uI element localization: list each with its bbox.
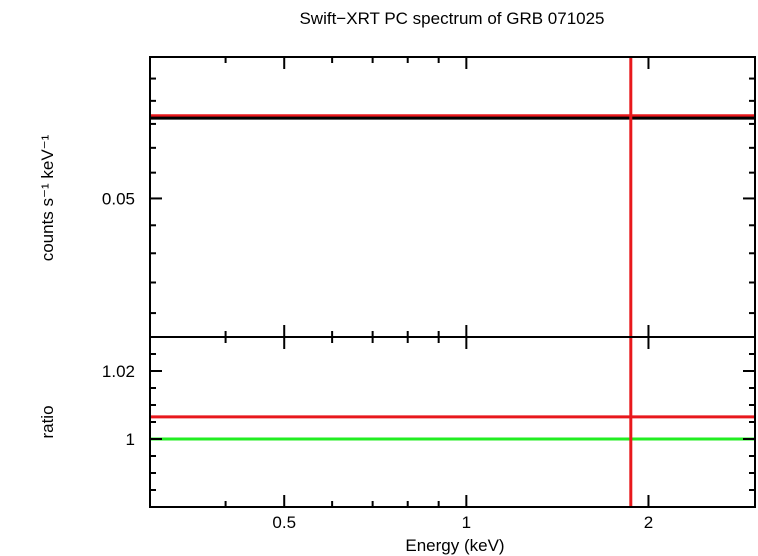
- spectrum-frame: [149, 56, 756, 338]
- ratio-ylabel: ratio: [38, 405, 57, 438]
- spectrum-ticks: 0.05: [102, 57, 756, 337]
- chart-title: Swift−XRT PC spectrum of GRB 071025: [299, 9, 604, 28]
- spectrum-panel: 0.05 counts s⁻¹ keV⁻¹: [38, 56, 756, 338]
- spectrum-series: [150, 57, 755, 337]
- x-tick-label: 0.5: [272, 513, 296, 532]
- x-tick-label: 2: [644, 513, 653, 532]
- x-axis-label: Energy (keV): [405, 536, 504, 555]
- x-axis: 0.5 1 2: [272, 513, 653, 532]
- x-tick-label: 1: [462, 513, 471, 532]
- ratio-ticks: 11.02: [102, 337, 756, 507]
- ratio-frame: [149, 336, 756, 508]
- ratio-series: [150, 337, 755, 507]
- ratio-ytick-label: 1: [126, 430, 135, 449]
- ratio-ytick-label: 1.02: [102, 362, 135, 381]
- spectrum-ytick-label: 0.05: [102, 189, 135, 208]
- ratio-panel: 11.02 ratio: [38, 336, 756, 508]
- spectrum-ylabel: counts s⁻¹ keV⁻¹: [38, 134, 57, 261]
